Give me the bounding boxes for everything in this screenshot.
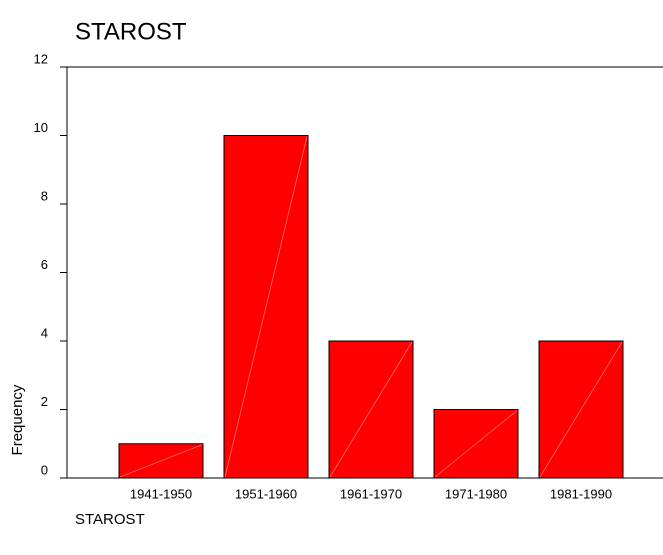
x-tick-label: 1961-1970: [340, 486, 402, 501]
x-tick-label: 1981-1990: [550, 486, 612, 501]
y-tick-label: 10: [34, 120, 48, 135]
bar-hatch: [434, 410, 518, 478]
y-tick-label: 12: [34, 51, 48, 66]
y-tick-label: 4: [41, 325, 48, 340]
bar-hatch: [224, 136, 308, 478]
chart-title: STAROST: [75, 18, 187, 45]
y-tick-label: 0: [41, 462, 48, 477]
y-axis-title: Frequency: [9, 384, 26, 455]
y-tick-label: 8: [41, 188, 48, 203]
x-tick-label: 1971-1980: [445, 486, 507, 501]
y-tick-label: 6: [41, 257, 48, 272]
y-tick-label: 2: [41, 394, 48, 409]
bar-hatch: [119, 444, 203, 478]
bar-hatch: [539, 341, 623, 478]
bar-hatch: [329, 341, 413, 478]
x-tick-label: 1951-1960: [235, 486, 297, 501]
x-axis-title: STAROST: [75, 511, 145, 528]
x-tick-label: 1941-1950: [130, 486, 192, 501]
